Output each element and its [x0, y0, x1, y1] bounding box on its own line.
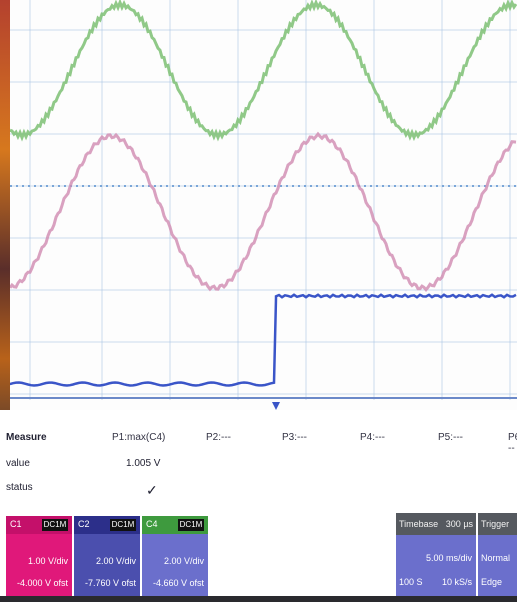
param-p5[interactable]: P5:--- [438, 432, 463, 443]
timebase-rate: 100 S [399, 577, 423, 587]
param-p2[interactable]: P2:--- [206, 432, 231, 443]
timebase-box[interactable]: Timebase 300 µs 5.00 ms/div 100 S 10 kS/… [396, 513, 476, 598]
param-p4[interactable]: P4:--- [360, 432, 385, 443]
timebase-rate2: 10 kS/s [441, 577, 472, 587]
status-check-icon: ✓ [146, 482, 158, 498]
c4-volt-div: 2.00 V/div [163, 556, 204, 566]
timebase-div: 5.00 ms/div [425, 553, 472, 563]
param-p3[interactable]: P3:--- [282, 432, 307, 443]
measure-label: Measure [6, 432, 47, 443]
c1-volt-div: 1.00 V/div [27, 556, 68, 566]
timebase-value: 300 µs [445, 519, 473, 529]
trigger-type: Edge [481, 577, 503, 587]
c1-id: C1 [10, 519, 22, 529]
waveform-display[interactable] [10, 0, 517, 410]
trigger-title: Trigger [481, 519, 510, 529]
p1-value: 1.005 V [126, 458, 161, 469]
c4-id: C4 [146, 519, 158, 529]
footer-bar [0, 596, 517, 602]
c1-coupling: DC1M [42, 519, 68, 531]
c4-offset: -4.660 V ofst [152, 578, 204, 588]
channel-c2-box[interactable]: C2 DC1M 2.00 V/div -7.760 V ofst [74, 516, 140, 598]
param-p1[interactable]: P1:max(C4) [112, 432, 166, 443]
trigger-mode: Normal [481, 553, 511, 563]
channel-c1-box[interactable]: C1 DC1M 1.00 V/div -4.000 V ofst [6, 516, 72, 598]
channel-c4-box[interactable]: C4 DC1M 2.00 V/div -4.660 V ofst [142, 516, 208, 598]
waveform-canvas [10, 0, 517, 410]
measurement-panel: Measure value status P1:max(C4) P2:--- P… [0, 410, 517, 508]
timebase-title: Timebase [399, 519, 439, 529]
channel-bar: C1 DC1M 1.00 V/div -4.000 V ofst C2 DC1M 2… [0, 508, 517, 598]
background-strip [0, 0, 10, 598]
c4-coupling: DC1M [178, 519, 204, 531]
status-label: status [6, 482, 33, 493]
blue-trace [10, 293, 517, 387]
green-trace [10, 0, 517, 142]
c1-offset: -4.000 V ofst [16, 578, 68, 588]
param-p6[interactable]: P6:--- [508, 432, 517, 454]
pink-trace [10, 131, 517, 293]
value-label: value [6, 458, 30, 469]
trigger-box[interactable]: Trigger Normal Edge [478, 513, 517, 598]
c2-coupling: DC1M [110, 519, 136, 531]
trigger-marker-icon [272, 402, 280, 410]
c2-offset: -7.760 V ofst [84, 578, 136, 588]
c2-volt-div: 2.00 V/div [95, 556, 136, 566]
c2-id: C2 [78, 519, 90, 529]
